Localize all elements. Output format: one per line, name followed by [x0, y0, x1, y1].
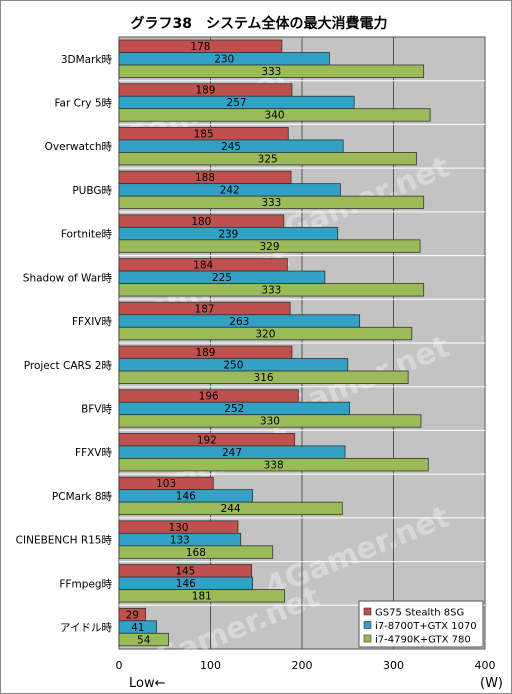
category-label: Project CARS 2時 — [24, 360, 113, 372]
category-label: PCMark 8時 — [52, 491, 113, 503]
value-label: 333 — [261, 285, 281, 297]
x-tick-labels: 0 100 200 300 400 — [116, 659, 496, 672]
value-label: 257 — [227, 97, 247, 109]
bar — [118, 152, 417, 166]
chart-title: グラフ38 システム全体の最大消費電力 — [130, 15, 387, 32]
bar — [118, 64, 425, 78]
x-tick-label: 100 — [200, 659, 221, 672]
bar — [118, 326, 413, 341]
value-label: 187 — [195, 303, 215, 315]
legend-label: i7-4790K+GTX 780 — [375, 635, 471, 646]
bar — [118, 589, 286, 603]
value-label: 130 — [168, 522, 188, 534]
bar — [118, 239, 421, 253]
category-label: PUBG時 — [72, 185, 112, 197]
value-label: 185 — [194, 128, 214, 140]
value-label: 54 — [137, 634, 151, 646]
category-label: FFXIV時 — [72, 316, 113, 328]
value-label: 196 — [199, 391, 219, 403]
category-label: CINEBENCH R15時 — [16, 535, 113, 547]
category-label: FFmpeg時 — [59, 578, 112, 590]
value-label: 245 — [221, 141, 241, 153]
value-label: 242 — [220, 185, 240, 197]
legend-swatch — [363, 607, 372, 616]
value-label: 145 — [175, 566, 195, 578]
legend: GS75 Stealth 8SG i7-8700T+GTX 1070 i7-4790… — [358, 600, 484, 648]
value-label: 192 — [197, 434, 217, 446]
x-axis-unit-label: (W) — [480, 676, 503, 691]
value-label: 146 — [176, 578, 196, 590]
bar — [118, 458, 429, 472]
x-tick-label: 400 — [475, 659, 496, 672]
value-label: 247 — [222, 447, 242, 459]
value-label: 189 — [195, 85, 215, 97]
bar — [118, 414, 422, 428]
bar — [118, 283, 425, 297]
category-label: Fortnite時 — [61, 229, 113, 241]
category-label: BFV時 — [81, 403, 112, 415]
value-label: 230 — [214, 54, 234, 66]
value-label: 188 — [195, 172, 215, 184]
category-labels: 3DMark時 Far Cry 5時 Overwatch時 PUBG時 Fortnite… — [16, 54, 113, 634]
category-label: 3DMark時 — [61, 54, 113, 66]
x-axis-low-label: Low← — [129, 676, 166, 691]
value-label: 329 — [259, 241, 279, 253]
legend-box — [358, 600, 484, 648]
category-label: Shadow of War時 — [23, 272, 113, 284]
value-label: 263 — [229, 316, 249, 328]
value-label: 333 — [261, 66, 281, 78]
legend-swatch — [363, 634, 372, 643]
category-label: Overwatch時 — [45, 141, 113, 153]
legend-label: GS75 Stealth 8SG — [375, 608, 464, 619]
x-tick-label: 0 — [116, 659, 123, 672]
value-label: 189 — [195, 347, 215, 359]
value-label: 41 — [131, 622, 144, 634]
bar — [118, 501, 343, 516]
bar — [118, 632, 169, 647]
x-tick-label: 200 — [292, 659, 313, 672]
value-label: 225 — [212, 272, 232, 284]
value-label: 239 — [218, 228, 238, 240]
bars — [118, 39, 431, 647]
value-label: 146 — [176, 491, 196, 503]
value-label: 250 — [223, 360, 243, 372]
value-label: 180 — [191, 216, 211, 228]
value-label: 252 — [224, 403, 244, 415]
value-label: 338 — [264, 459, 284, 471]
bar — [118, 108, 431, 122]
bar — [118, 195, 425, 210]
value-label: 316 — [254, 372, 274, 384]
category-label: FFXV時 — [75, 447, 112, 459]
value-label: 168 — [186, 547, 206, 559]
category-label: Far Cry 5時 — [54, 97, 112, 109]
value-label: 330 — [260, 416, 280, 428]
category-label: アイドル時 — [60, 622, 112, 634]
bar — [118, 370, 409, 384]
value-label: 333 — [261, 197, 281, 209]
value-label: 325 — [258, 153, 278, 165]
legend-swatch — [363, 621, 372, 629]
value-label: 184 — [193, 260, 213, 272]
value-label: 244 — [221, 503, 241, 515]
value-label: 133 — [170, 534, 190, 546]
bar — [118, 545, 274, 559]
x-tick-label: 300 — [383, 659, 404, 672]
value-label: 103 — [156, 478, 176, 490]
value-labels: 178 230 333 189 257 340 185 245 325 188 242 333 180 2… — [126, 41, 285, 646]
value-label: 181 — [192, 591, 212, 603]
legend-label: i7-8700T+GTX 1070 — [375, 621, 477, 632]
value-label: 178 — [190, 41, 210, 53]
value-label: 320 — [255, 328, 275, 340]
value-label: 340 — [265, 110, 285, 122]
value-label: 29 — [126, 609, 139, 621]
